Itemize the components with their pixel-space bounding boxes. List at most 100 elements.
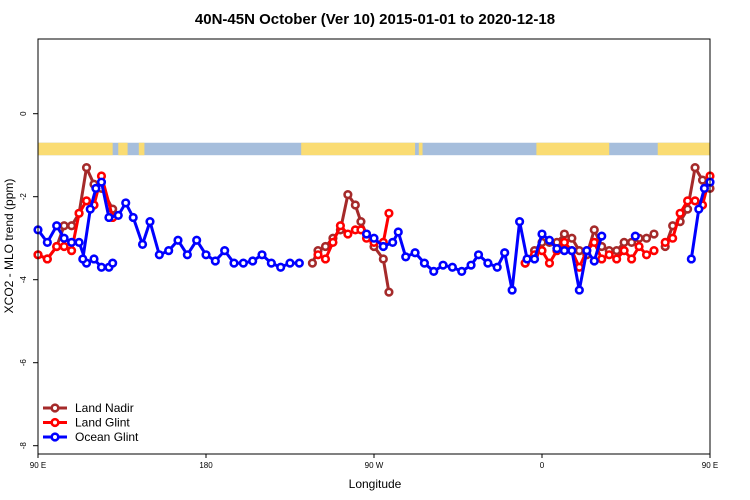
data-point <box>285 258 295 268</box>
legend-marker <box>50 403 60 413</box>
series-ocean-glint <box>33 177 715 295</box>
data-point <box>619 237 629 247</box>
land-band-segment <box>138 142 145 156</box>
data-point <box>108 258 118 268</box>
data-point <box>597 231 607 241</box>
y-tick-label: -8 <box>19 442 28 450</box>
legend-item: Land Nadir <box>43 401 134 415</box>
data-point <box>447 262 458 272</box>
x-axis-label: Longitude <box>349 477 402 491</box>
data-point <box>356 217 366 227</box>
data-point <box>604 250 614 260</box>
data-point <box>544 258 555 268</box>
data-point <box>74 208 84 218</box>
data-point <box>154 250 164 260</box>
series-line <box>689 181 712 260</box>
data-point <box>514 217 525 227</box>
data-point <box>173 235 183 245</box>
data-point <box>89 254 99 264</box>
data-point <box>238 258 248 268</box>
data-point <box>145 217 155 227</box>
data-point <box>630 231 640 241</box>
data-point <box>361 229 372 239</box>
data-point <box>626 254 637 264</box>
land-band-segment <box>301 142 416 156</box>
data-point <box>429 266 439 277</box>
data-point <box>350 200 360 210</box>
data-point <box>328 237 338 247</box>
data-point <box>597 254 607 264</box>
y-tick-label: -2 <box>19 193 28 201</box>
x-axis: 90 E 180 90 W 0 90 E <box>30 454 718 470</box>
x-tick-label: 90 E <box>30 461 46 470</box>
legend-label: Land Nadir <box>75 401 134 415</box>
data-point <box>210 256 220 266</box>
data-point <box>507 285 517 295</box>
data-point <box>690 196 700 206</box>
data-point <box>660 237 670 247</box>
data-point <box>574 246 584 256</box>
data-point <box>500 248 510 258</box>
data-point <box>42 237 52 247</box>
data-point <box>59 233 69 243</box>
data-point <box>257 250 267 260</box>
data-point <box>675 208 685 218</box>
data-point <box>582 246 592 256</box>
data-point <box>59 221 69 231</box>
data-point <box>137 239 148 250</box>
legend-item: Land Glint <box>43 416 130 430</box>
x-tick-label: 90 E <box>702 461 718 470</box>
data-point <box>74 237 84 247</box>
data-point <box>343 229 353 239</box>
y-tick-label: -4 <box>19 276 28 284</box>
data-point <box>574 262 584 272</box>
data-point <box>634 241 644 252</box>
data-point <box>369 233 379 243</box>
data-point <box>668 233 678 243</box>
data-point <box>378 241 388 252</box>
data-point <box>128 212 138 223</box>
y-tick-label: 0 <box>19 111 28 116</box>
data-point <box>589 256 599 266</box>
data-point <box>91 183 101 193</box>
data-point <box>483 258 493 268</box>
data-point <box>649 246 659 256</box>
land-band-segment <box>38 142 113 156</box>
data-point <box>641 233 652 243</box>
data-point <box>699 183 710 193</box>
land-band-segment <box>536 142 610 156</box>
legend-label: Ocean Glint <box>75 430 139 444</box>
data-point <box>294 258 304 268</box>
legend-marker <box>50 417 60 428</box>
data-point <box>682 196 693 206</box>
data-point <box>66 246 77 256</box>
data-point <box>248 256 258 266</box>
data-point <box>529 254 540 264</box>
data-point <box>320 241 331 252</box>
data-point <box>537 246 547 256</box>
land-band-segment <box>418 142 423 156</box>
data-point <box>559 237 570 247</box>
legend-marker <box>50 432 60 442</box>
data-point <box>694 204 704 214</box>
data-point <box>567 246 577 256</box>
data-point <box>59 241 69 252</box>
chart-title: 40N-45N October (Ver 10) 2015-01-01 to 2… <box>195 11 555 28</box>
data-point <box>66 221 77 231</box>
data-point <box>626 237 637 247</box>
data-point <box>438 260 448 270</box>
data-point <box>559 246 570 256</box>
data-point <box>419 258 430 268</box>
data-point <box>697 175 708 185</box>
y-axis: 0 -2 -4 -6 -8 <box>19 111 38 449</box>
data-point <box>619 246 629 256</box>
data-point <box>182 250 192 260</box>
data-point <box>307 258 318 268</box>
data-point <box>229 258 239 268</box>
data-point <box>164 246 174 256</box>
land-band-segment <box>118 142 128 156</box>
data-point <box>66 237 77 247</box>
data-point <box>384 208 394 218</box>
